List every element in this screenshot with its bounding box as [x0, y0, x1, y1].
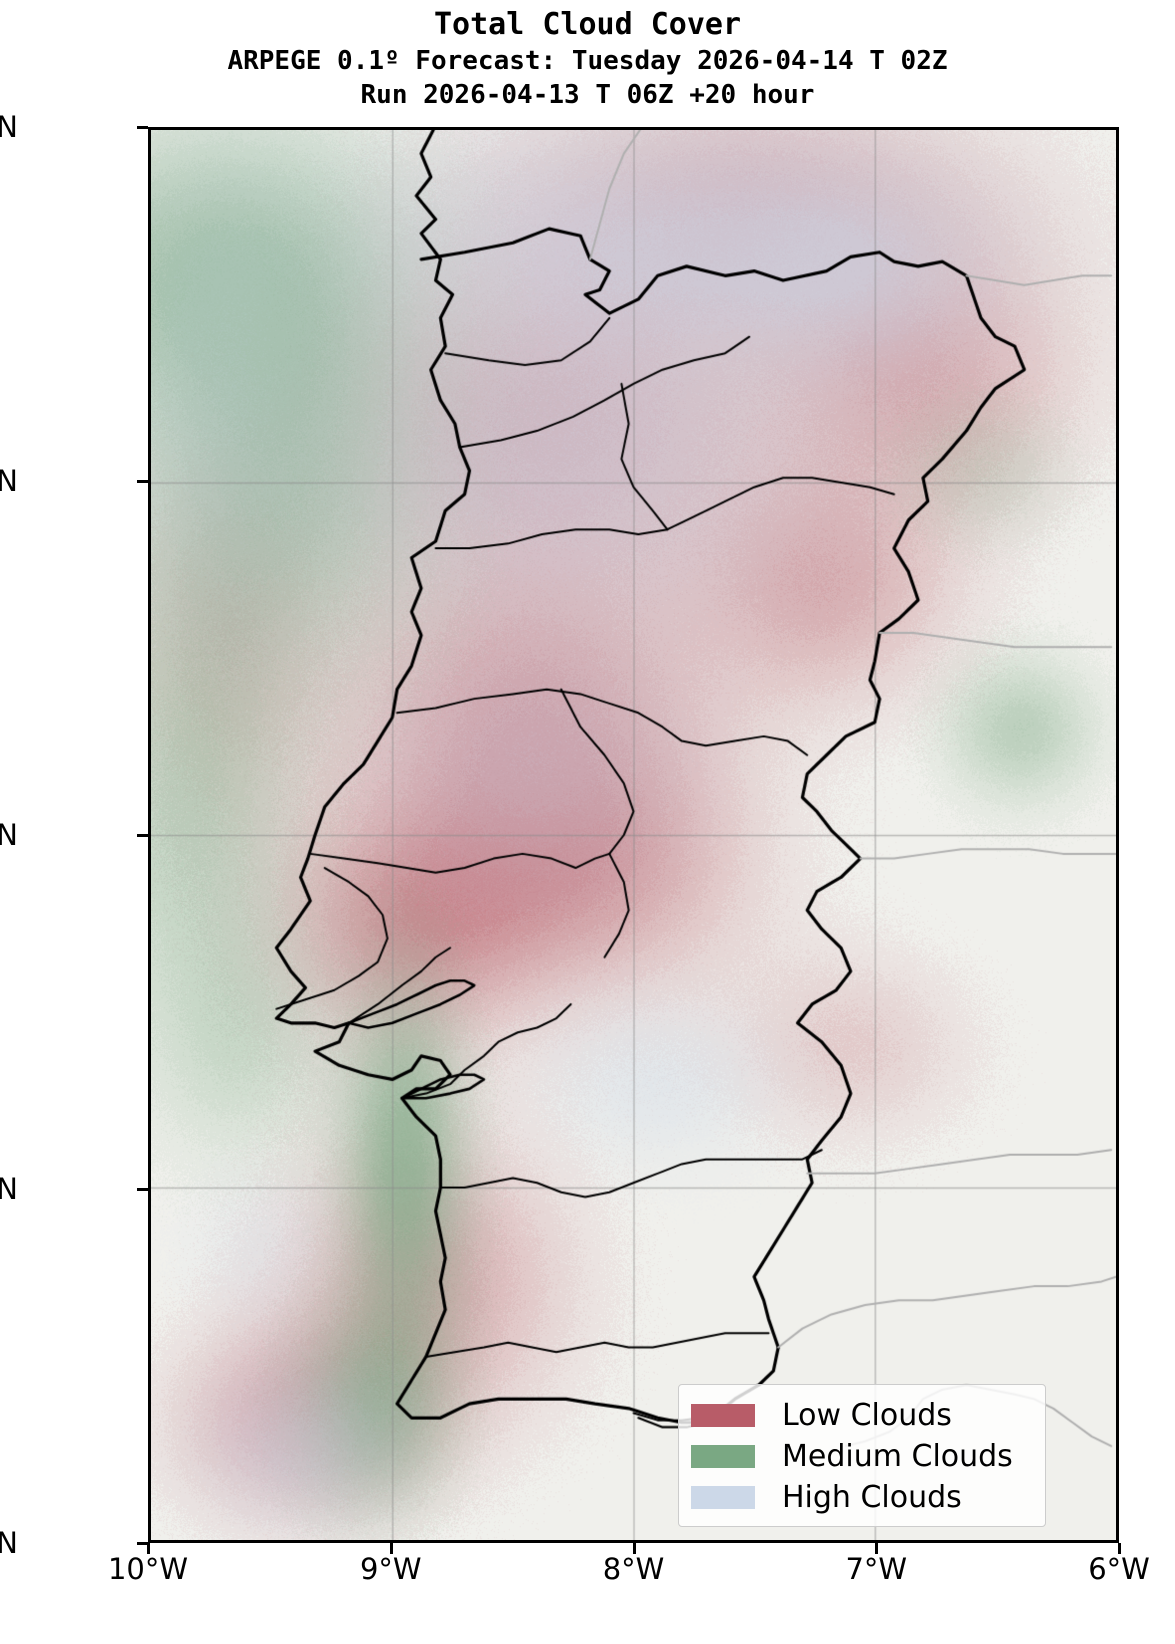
x-axis-tick-label: 9°W — [359, 1552, 422, 1586]
chart-title-block: Total Cloud Cover ARPEGE 0.1º Forecast: … — [0, 0, 1175, 112]
y-axis-tick-mark — [137, 834, 148, 837]
cloud-cover-map-canvas — [151, 130, 1116, 1540]
legend-swatch-medium-clouds — [691, 1445, 755, 1468]
legend-item-high-clouds: High Clouds — [691, 1477, 1033, 1518]
legend-label-medium-clouds: Medium Clouds — [782, 1438, 1013, 1474]
y-axis-tick-label: 39.5°N — [0, 818, 18, 852]
y-axis-tick-label: 38°N — [0, 1172, 18, 1206]
legend-item-low-clouds: Low Clouds — [691, 1395, 1033, 1436]
x-axis-tick-label: 10°W — [107, 1552, 189, 1586]
forecast-subtitle: ARPEGE 0.1º Forecast: Tuesday 2026-04-14… — [227, 46, 948, 76]
legend-label-low-clouds: Low Clouds — [782, 1397, 952, 1433]
legend-label-high-clouds: High Clouds — [782, 1479, 962, 1515]
x-axis-tick-label: 8°W — [602, 1552, 665, 1586]
map-plot-area[interactable] — [148, 127, 1119, 1543]
x-axis-tick-label: 7°W — [845, 1552, 908, 1586]
run-subtitle: Run 2026-04-13 T 06Z +20 hour — [360, 80, 815, 110]
x-axis-tick-mark — [875, 1543, 879, 1554]
x-axis-tick-mark — [632, 1543, 636, 1554]
y-axis-tick-mark — [137, 126, 148, 129]
x-axis-tick-mark — [389, 1543, 393, 1554]
x-axis-tick-mark — [1118, 1543, 1121, 1554]
y-axis-tick-mark — [137, 480, 148, 483]
y-axis-tick-mark — [137, 1188, 148, 1191]
x-axis-tick-mark — [147, 1543, 150, 1554]
y-axis-tick-mark — [137, 1542, 148, 1545]
legend-swatch-high-clouds — [691, 1486, 755, 1509]
y-axis-tick-label: 41°N — [0, 464, 18, 498]
y-axis-tick-label: 42.5°N — [0, 110, 18, 144]
legend-swatch-low-clouds — [691, 1404, 755, 1427]
legend: Low Clouds Medium Clouds High Clouds — [678, 1384, 1046, 1527]
legend-item-medium-clouds: Medium Clouds — [691, 1436, 1033, 1477]
y-axis-tick-label: 36.5°N — [0, 1526, 18, 1560]
x-axis-tick-label: 6°W — [1088, 1552, 1150, 1586]
page-title: Total Cloud Cover — [433, 7, 742, 42]
